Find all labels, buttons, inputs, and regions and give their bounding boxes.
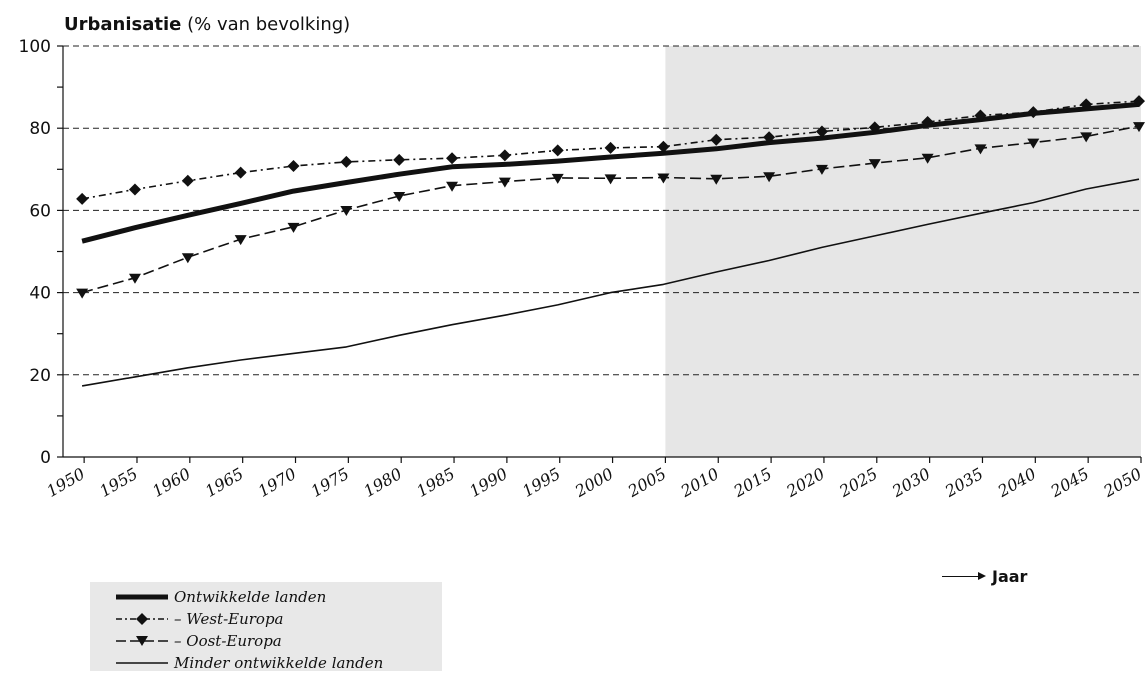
y-tick-label: 0 xyxy=(40,448,51,468)
chart-title: Urbanisatie (% van bevolking) xyxy=(64,14,350,35)
y-tick-label: 40 xyxy=(29,284,51,304)
chart-title-rest: (% van bevolking) xyxy=(187,14,351,35)
legend-swatch-thick-line xyxy=(116,594,168,600)
data-point-triangle xyxy=(1133,122,1145,133)
data-point-diamond xyxy=(234,166,247,179)
x-tick-label: 2025 xyxy=(835,464,881,501)
x-axis-label: Jaar xyxy=(942,566,1027,586)
data-point-diamond xyxy=(815,125,828,138)
legend-swatch-triangle-line xyxy=(116,636,168,646)
data-point-triangle xyxy=(551,173,564,184)
data-point-diamond xyxy=(657,140,670,153)
legend-label: – West-Europa xyxy=(174,610,284,628)
data-point-diamond xyxy=(551,144,564,157)
x-axis-label-text: Jaar xyxy=(992,567,1028,586)
x-tick-label: 2040 xyxy=(994,464,1040,501)
data-point-triangle xyxy=(921,153,934,164)
data-point-triangle xyxy=(340,205,353,216)
data-point-diamond xyxy=(181,174,194,187)
x-tick-label: 1965 xyxy=(202,464,247,501)
x-tick-label: 2000 xyxy=(571,464,617,501)
x-tick-label: 1955 xyxy=(96,464,141,501)
data-point-triangle xyxy=(868,159,881,170)
x-tick-label: 2030 xyxy=(888,464,934,501)
series-line-1 xyxy=(81,101,1140,244)
x-tick-label: 2050 xyxy=(1099,464,1145,501)
data-point-triangle xyxy=(815,164,828,175)
data-point-diamond xyxy=(710,133,723,146)
x-tick-label: 2010 xyxy=(677,464,723,501)
x-tick-label: 1980 xyxy=(360,464,405,501)
data-point-diamond xyxy=(868,121,881,134)
x-tick-label: 1995 xyxy=(519,464,564,501)
data-point-triangle xyxy=(763,172,776,183)
data-point-diamond xyxy=(1080,98,1093,111)
projection-shade xyxy=(665,46,1141,457)
data-point-diamond xyxy=(1133,95,1145,108)
x-tick-label: 2015 xyxy=(729,464,775,501)
data-point-triangle xyxy=(128,273,141,284)
x-tick-label: 2035 xyxy=(941,464,987,501)
data-point-diamond xyxy=(604,141,617,154)
data-point-triangle xyxy=(393,192,406,203)
x-tick-label: 2045 xyxy=(1047,464,1093,501)
legend-label: Ontwikkelde landen xyxy=(174,588,327,606)
y-tick-label: 80 xyxy=(29,119,51,139)
data-point-diamond xyxy=(393,153,406,166)
y-tick-label: 100 xyxy=(19,37,51,57)
data-point-triangle xyxy=(287,222,300,233)
x-tick-label: 1990 xyxy=(466,464,511,501)
legend-swatch-thin-line xyxy=(116,662,168,664)
legend: Ontwikkelde landen – West-Europa – Oost-… xyxy=(90,582,442,674)
data-point-triangle xyxy=(234,235,247,246)
x-tick-label: 1975 xyxy=(308,464,353,501)
data-point-triangle xyxy=(446,181,459,192)
x-tick-label: 1960 xyxy=(149,464,194,501)
data-point-triangle xyxy=(657,173,670,184)
data-point-diamond xyxy=(974,109,987,122)
legend-item-minder-ontwikkelde: Minder ontwikkelde landen xyxy=(90,652,442,674)
chart-title-bold: Urbanisatie xyxy=(64,14,182,35)
x-tick-label: 1970 xyxy=(255,464,300,501)
legend-item-ontwikkelde: Ontwikkelde landen xyxy=(90,586,442,608)
y-tick-label: 60 xyxy=(29,201,51,221)
y-tick-label: 20 xyxy=(29,366,51,386)
data-point-triangle xyxy=(1080,132,1093,143)
data-point-diamond xyxy=(763,131,776,144)
data-point-triangle xyxy=(76,288,89,299)
data-point-diamond xyxy=(128,183,141,196)
legend-item-oost-europa: – Oost-Europa xyxy=(90,630,442,652)
x-tick-label: 1950 xyxy=(43,464,88,501)
data-point-triangle xyxy=(1027,138,1040,149)
series-line-4 xyxy=(81,178,1140,387)
data-point-diamond xyxy=(446,152,459,165)
x-tick-label: 1985 xyxy=(413,464,458,501)
data-point-triangle xyxy=(181,253,194,264)
data-point-diamond xyxy=(498,149,511,162)
data-point-triangle xyxy=(710,174,723,185)
data-point-triangle xyxy=(498,177,511,188)
legend-label: Minder ontwikkelde landen xyxy=(174,654,384,672)
arrow-right-icon xyxy=(942,572,986,580)
x-tick-label: 2020 xyxy=(782,464,828,501)
data-point-diamond xyxy=(340,155,353,168)
data-point-diamond xyxy=(921,116,934,129)
legend-swatch-diamond-line xyxy=(116,613,168,625)
data-point-triangle xyxy=(974,144,987,155)
legend-label: – Oost-Europa xyxy=(174,632,282,650)
data-point-diamond xyxy=(1027,106,1040,119)
x-tick-label: 2005 xyxy=(624,464,670,501)
data-point-diamond xyxy=(287,160,300,173)
data-point-triangle xyxy=(604,174,617,185)
data-point-diamond xyxy=(76,192,89,205)
legend-item-west-europa: – West-Europa xyxy=(90,608,442,630)
